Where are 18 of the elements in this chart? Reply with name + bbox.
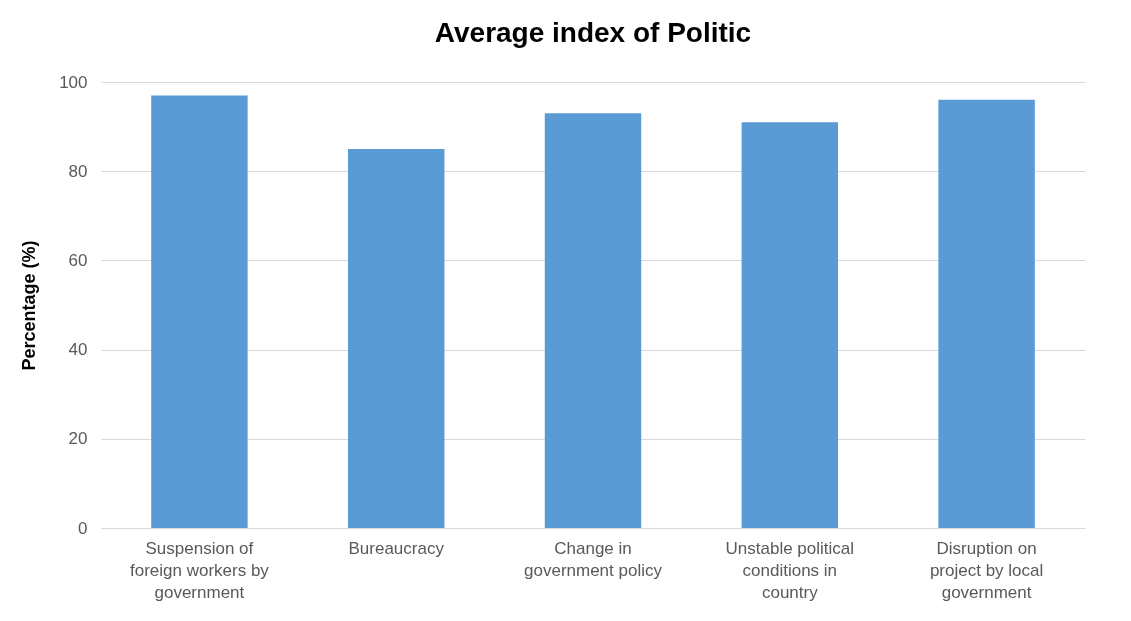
x-tick-label: Bureaucracy xyxy=(348,538,445,558)
bar xyxy=(741,122,839,528)
y-tick-label: 20 xyxy=(68,429,88,449)
chart-title: Average index of Politic xyxy=(434,17,752,48)
y-tick-label: 100 xyxy=(59,72,88,92)
y-tick-label: 40 xyxy=(68,340,88,360)
x-tick-label: Unstable political conditions in country xyxy=(725,538,855,602)
y-tick-label: 60 xyxy=(68,250,88,270)
x-tick-label: Suspension of foreign workers by government xyxy=(129,538,270,602)
y-axis-title: Percentage (%) xyxy=(19,240,40,371)
bar xyxy=(151,95,248,528)
bar xyxy=(544,113,642,528)
y-tick-label: 80 xyxy=(68,161,88,181)
y-tick-label: 0 xyxy=(78,518,88,538)
bar xyxy=(938,99,1035,528)
bar xyxy=(347,148,445,528)
x-tick-label: Change in government policy xyxy=(524,538,663,580)
x-tick-label: Disruption on project by local government xyxy=(929,538,1044,602)
